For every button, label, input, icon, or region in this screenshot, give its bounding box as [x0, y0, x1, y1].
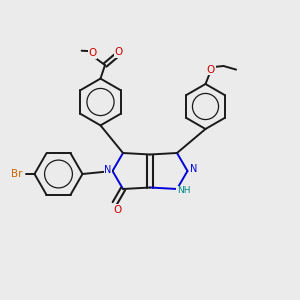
Text: O: O: [114, 47, 123, 58]
Text: Br: Br: [11, 169, 23, 179]
Text: O: O: [207, 64, 215, 75]
Text: O: O: [88, 48, 97, 58]
Text: N: N: [104, 165, 112, 175]
Text: O: O: [113, 205, 121, 215]
Text: NH: NH: [177, 186, 190, 195]
Text: N: N: [190, 164, 198, 174]
